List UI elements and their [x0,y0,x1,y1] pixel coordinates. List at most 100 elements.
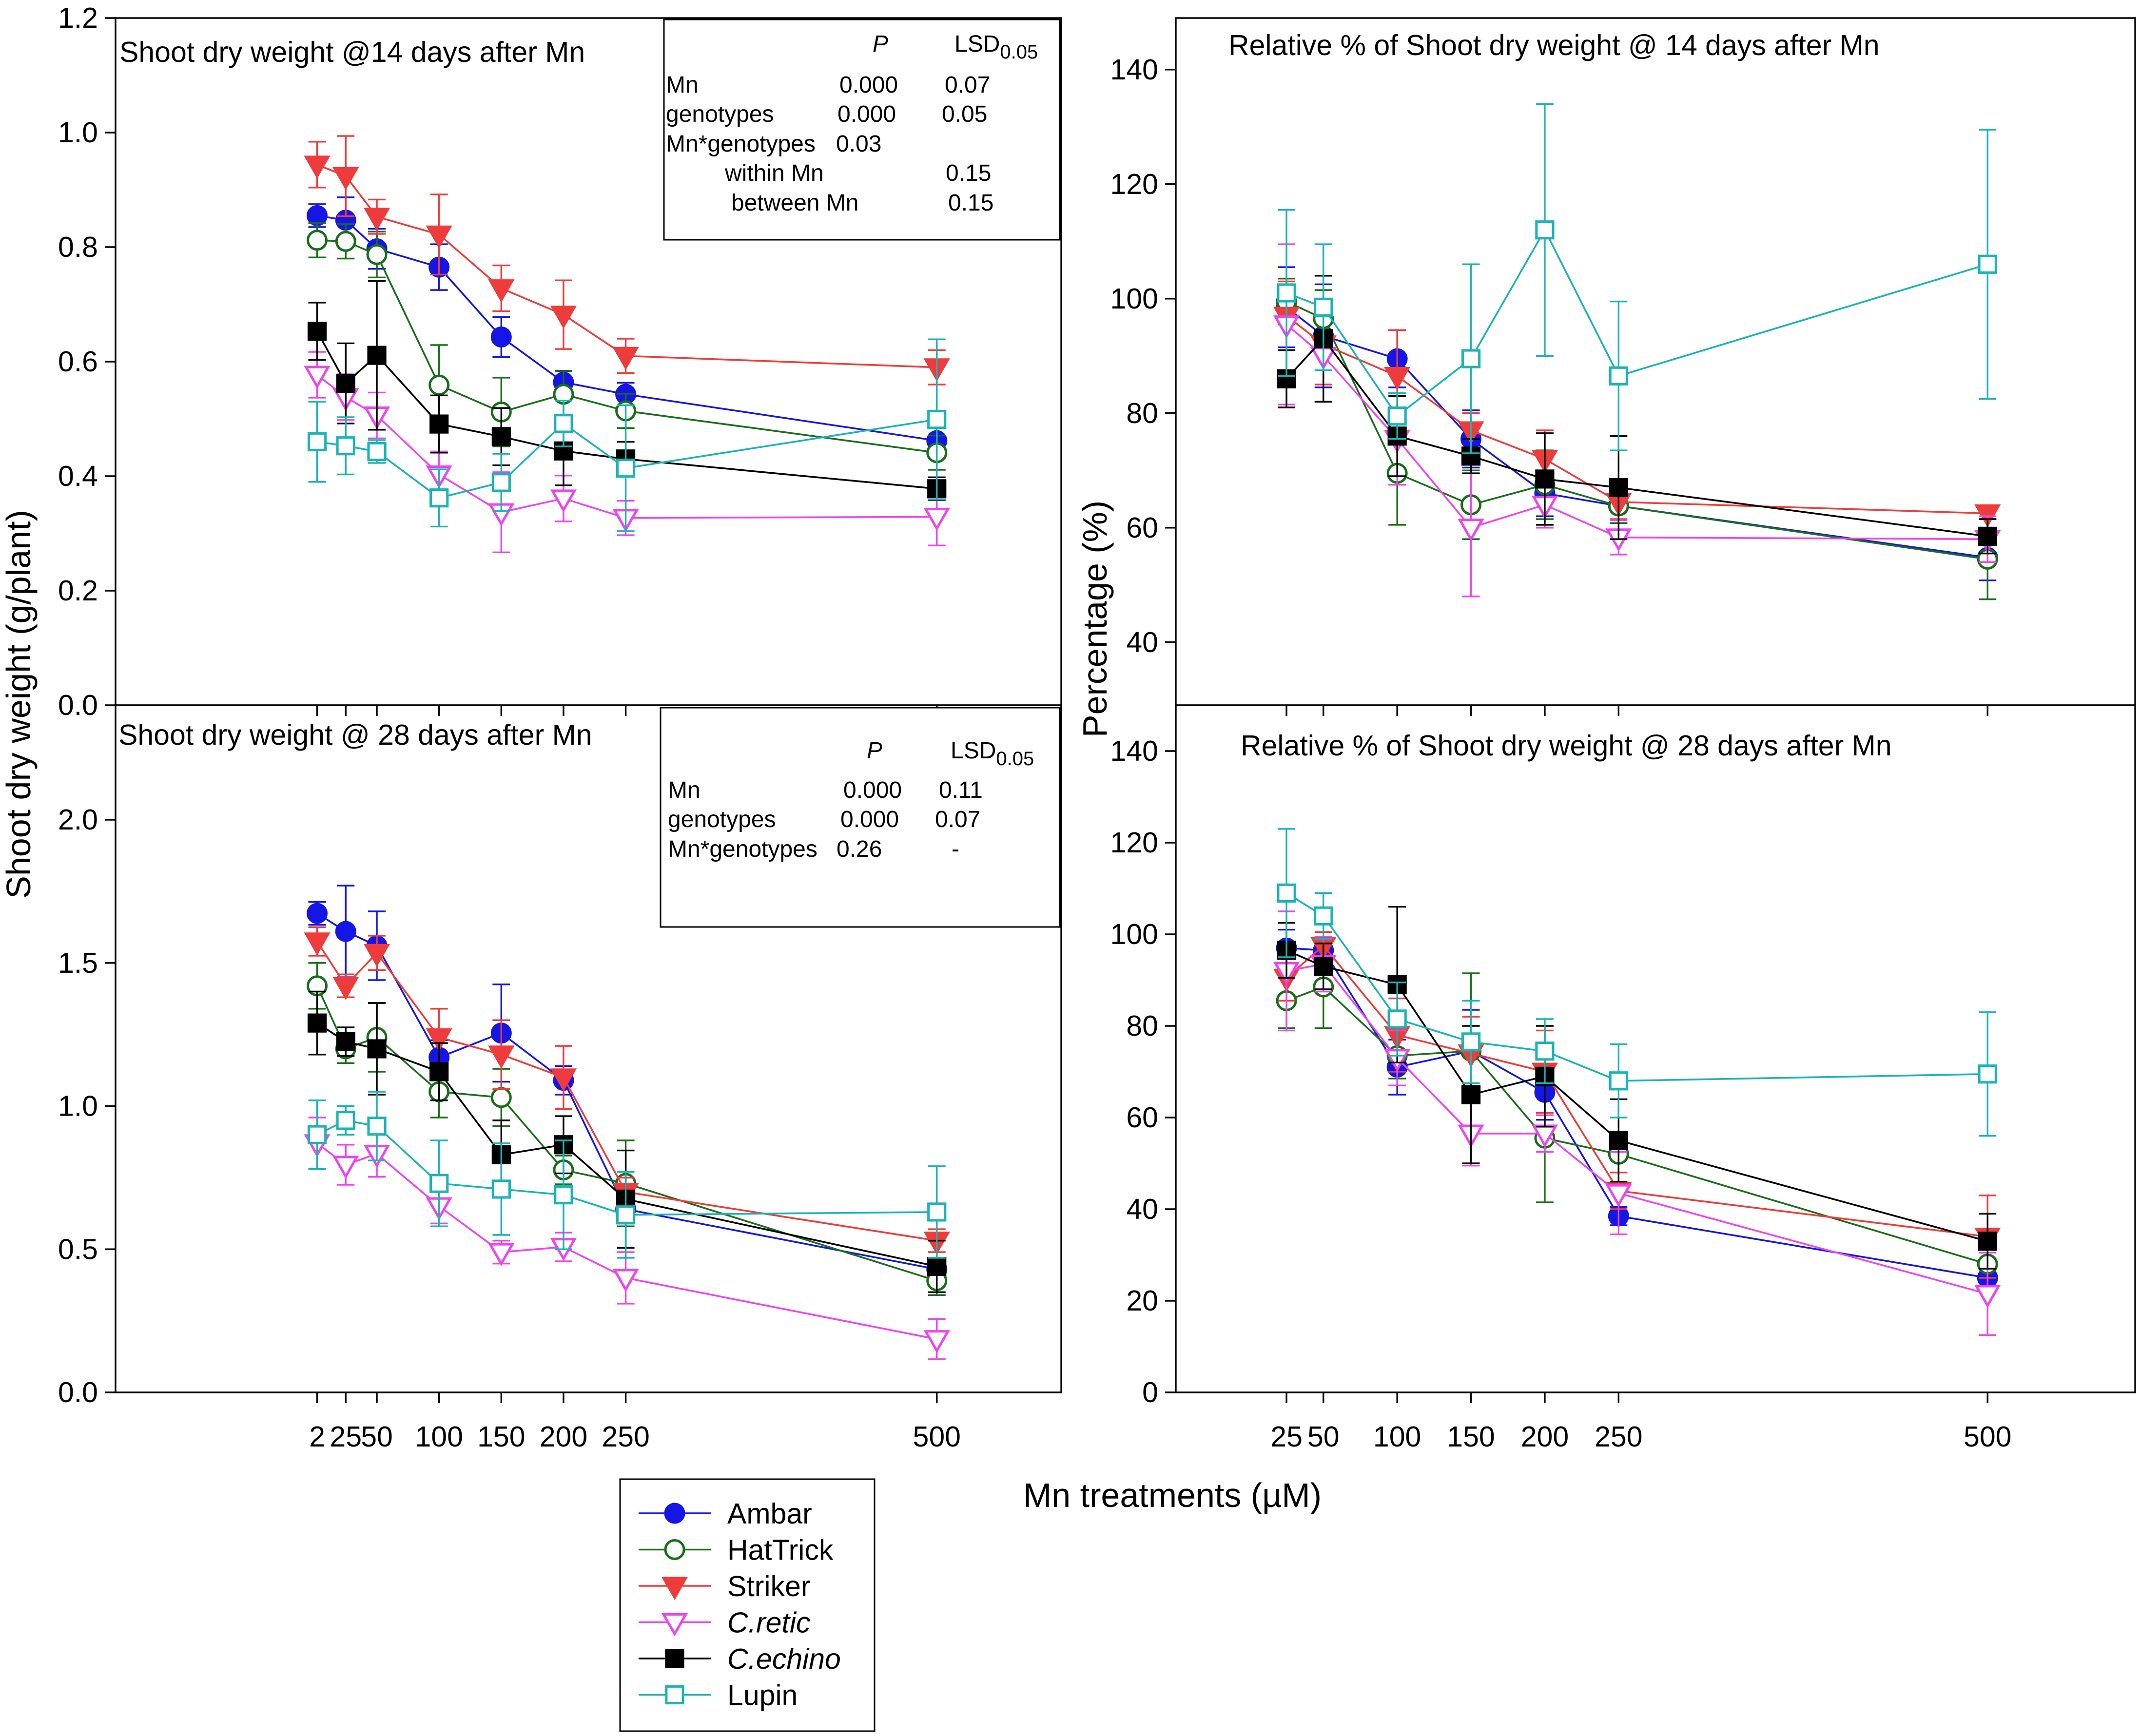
legend-label: Lupin [727,1679,798,1712]
data-point [307,432,327,452]
panel-title-bottom-right: Relative % of Shoot dry weight @ 28 days… [1241,730,1892,762]
data-point [429,1062,449,1081]
legend-label: Striker [727,1570,810,1602]
data-point [336,1111,355,1130]
data-point [1314,957,1333,976]
data-point [426,225,452,249]
data-point [426,1028,452,1052]
legend-marker [661,1577,688,1600]
data-point [488,1243,515,1267]
x-tick-label: 500 [1964,1421,2011,1453]
data-point [304,366,331,389]
stats-row-lsd: 0.07 [945,72,990,98]
y-tick-label: 60 [1126,1101,1158,1134]
data-point [612,347,639,370]
legend-marker [661,1613,688,1637]
legend-marker [665,1685,684,1705]
y-tick-label: 100 [1110,283,1158,315]
stats-row-label: genotypes [668,807,776,832]
data-point [1605,1184,1632,1208]
data-point [1461,349,1481,368]
y-axis-title-right: Percentage (%) [1076,501,1114,737]
x-tick-label: 100 [415,1421,463,1453]
data-point [1387,406,1407,426]
stats-row-p: 0.03 [836,131,881,157]
stats-row-p: 0.000 [839,72,898,98]
data-point [307,230,328,251]
x-tick-label: 25 [330,1421,362,1453]
data-point [550,1068,577,1092]
data-point [335,921,356,942]
data-point [923,1330,950,1353]
y-tick-label: 140 [1110,735,1158,767]
data-point [923,507,950,531]
panel-frames [115,17,2136,1393]
data-point [616,458,636,478]
data-point [1609,478,1628,498]
legend-entry: HatTrick [639,1534,834,1566]
data-point [1609,1071,1628,1091]
x-tick-label: 250 [602,1421,649,1453]
stats-row-p: 0.000 [840,807,899,832]
y-tick-label: 1.2 [58,2,98,34]
data-point [1314,297,1333,317]
data-point [1277,283,1296,303]
stats-row-p: 0.26 [837,836,882,862]
data-point [612,1269,639,1292]
stats-row-label: Mn [668,777,701,803]
data-point [488,279,515,303]
panel-title-bottom-left: Shoot dry weight @ 28 days after Mn [118,719,592,751]
data-point [1535,220,1555,240]
legend-label: C.retic [727,1607,810,1639]
data-point [1535,469,1555,489]
data-point [554,414,573,433]
x-tick-label: 250 [1595,1421,1642,1453]
data-point [1974,504,2001,528]
data-point [336,1032,355,1051]
stats-row-label: Mn*genotypes [668,836,817,862]
y-tick-label: 0.6 [58,346,98,378]
data-point [927,1256,947,1276]
y-tick-label: 0.2 [58,575,98,607]
data-point [554,1185,573,1205]
data-point [307,1125,327,1144]
panel-title-top-right: Relative % of Shoot dry weight @ 14 days… [1228,29,1880,61]
y-tick-label: 0.5 [58,1233,98,1265]
data-point [491,1179,511,1199]
data-point [307,205,328,226]
data-point [307,1013,327,1033]
data-point [1384,366,1411,390]
y-tick-label: 1.0 [58,116,98,149]
data-point [1978,1232,1997,1251]
stats-row-label: between Mn [731,190,859,216]
data-point [1277,883,1296,903]
y-tick-label: 120 [1110,168,1158,200]
axis-ticks: 0.00.20.40.60.81.01.24060801001201400.00… [58,2,2011,1453]
data-point [332,1156,359,1179]
y-tick-label: 40 [1126,626,1158,658]
data-point [363,208,390,231]
data-point [367,1039,387,1059]
y-tick-label: 1.5 [58,947,98,979]
y-tick-label: 0.0 [58,1376,98,1408]
x-tick-label: 150 [477,1421,525,1453]
frame-panel-bottom-right [1175,704,2136,1393]
data-point [1978,254,1997,274]
x-tick-label: 2 [309,1421,325,1453]
y-tick-label: 20 [1126,1285,1158,1317]
stats-row-lsd: 0.15 [946,160,991,186]
stats-header-p: P [873,31,888,57]
data-point [367,346,387,365]
data-point [1535,1042,1555,1061]
legend-entry: Striker [639,1570,810,1602]
stats-header-lsd: LSD0.05 [951,738,1034,770]
legend-marker [664,1539,685,1560]
data-point [927,410,947,429]
data-point [336,436,355,456]
data-point [332,167,359,191]
data-point [335,231,356,252]
y-tick-label: 0.4 [58,460,98,492]
frame-panel-bottom-left [115,704,1062,1393]
data-point [550,306,577,329]
data-point [363,944,390,967]
